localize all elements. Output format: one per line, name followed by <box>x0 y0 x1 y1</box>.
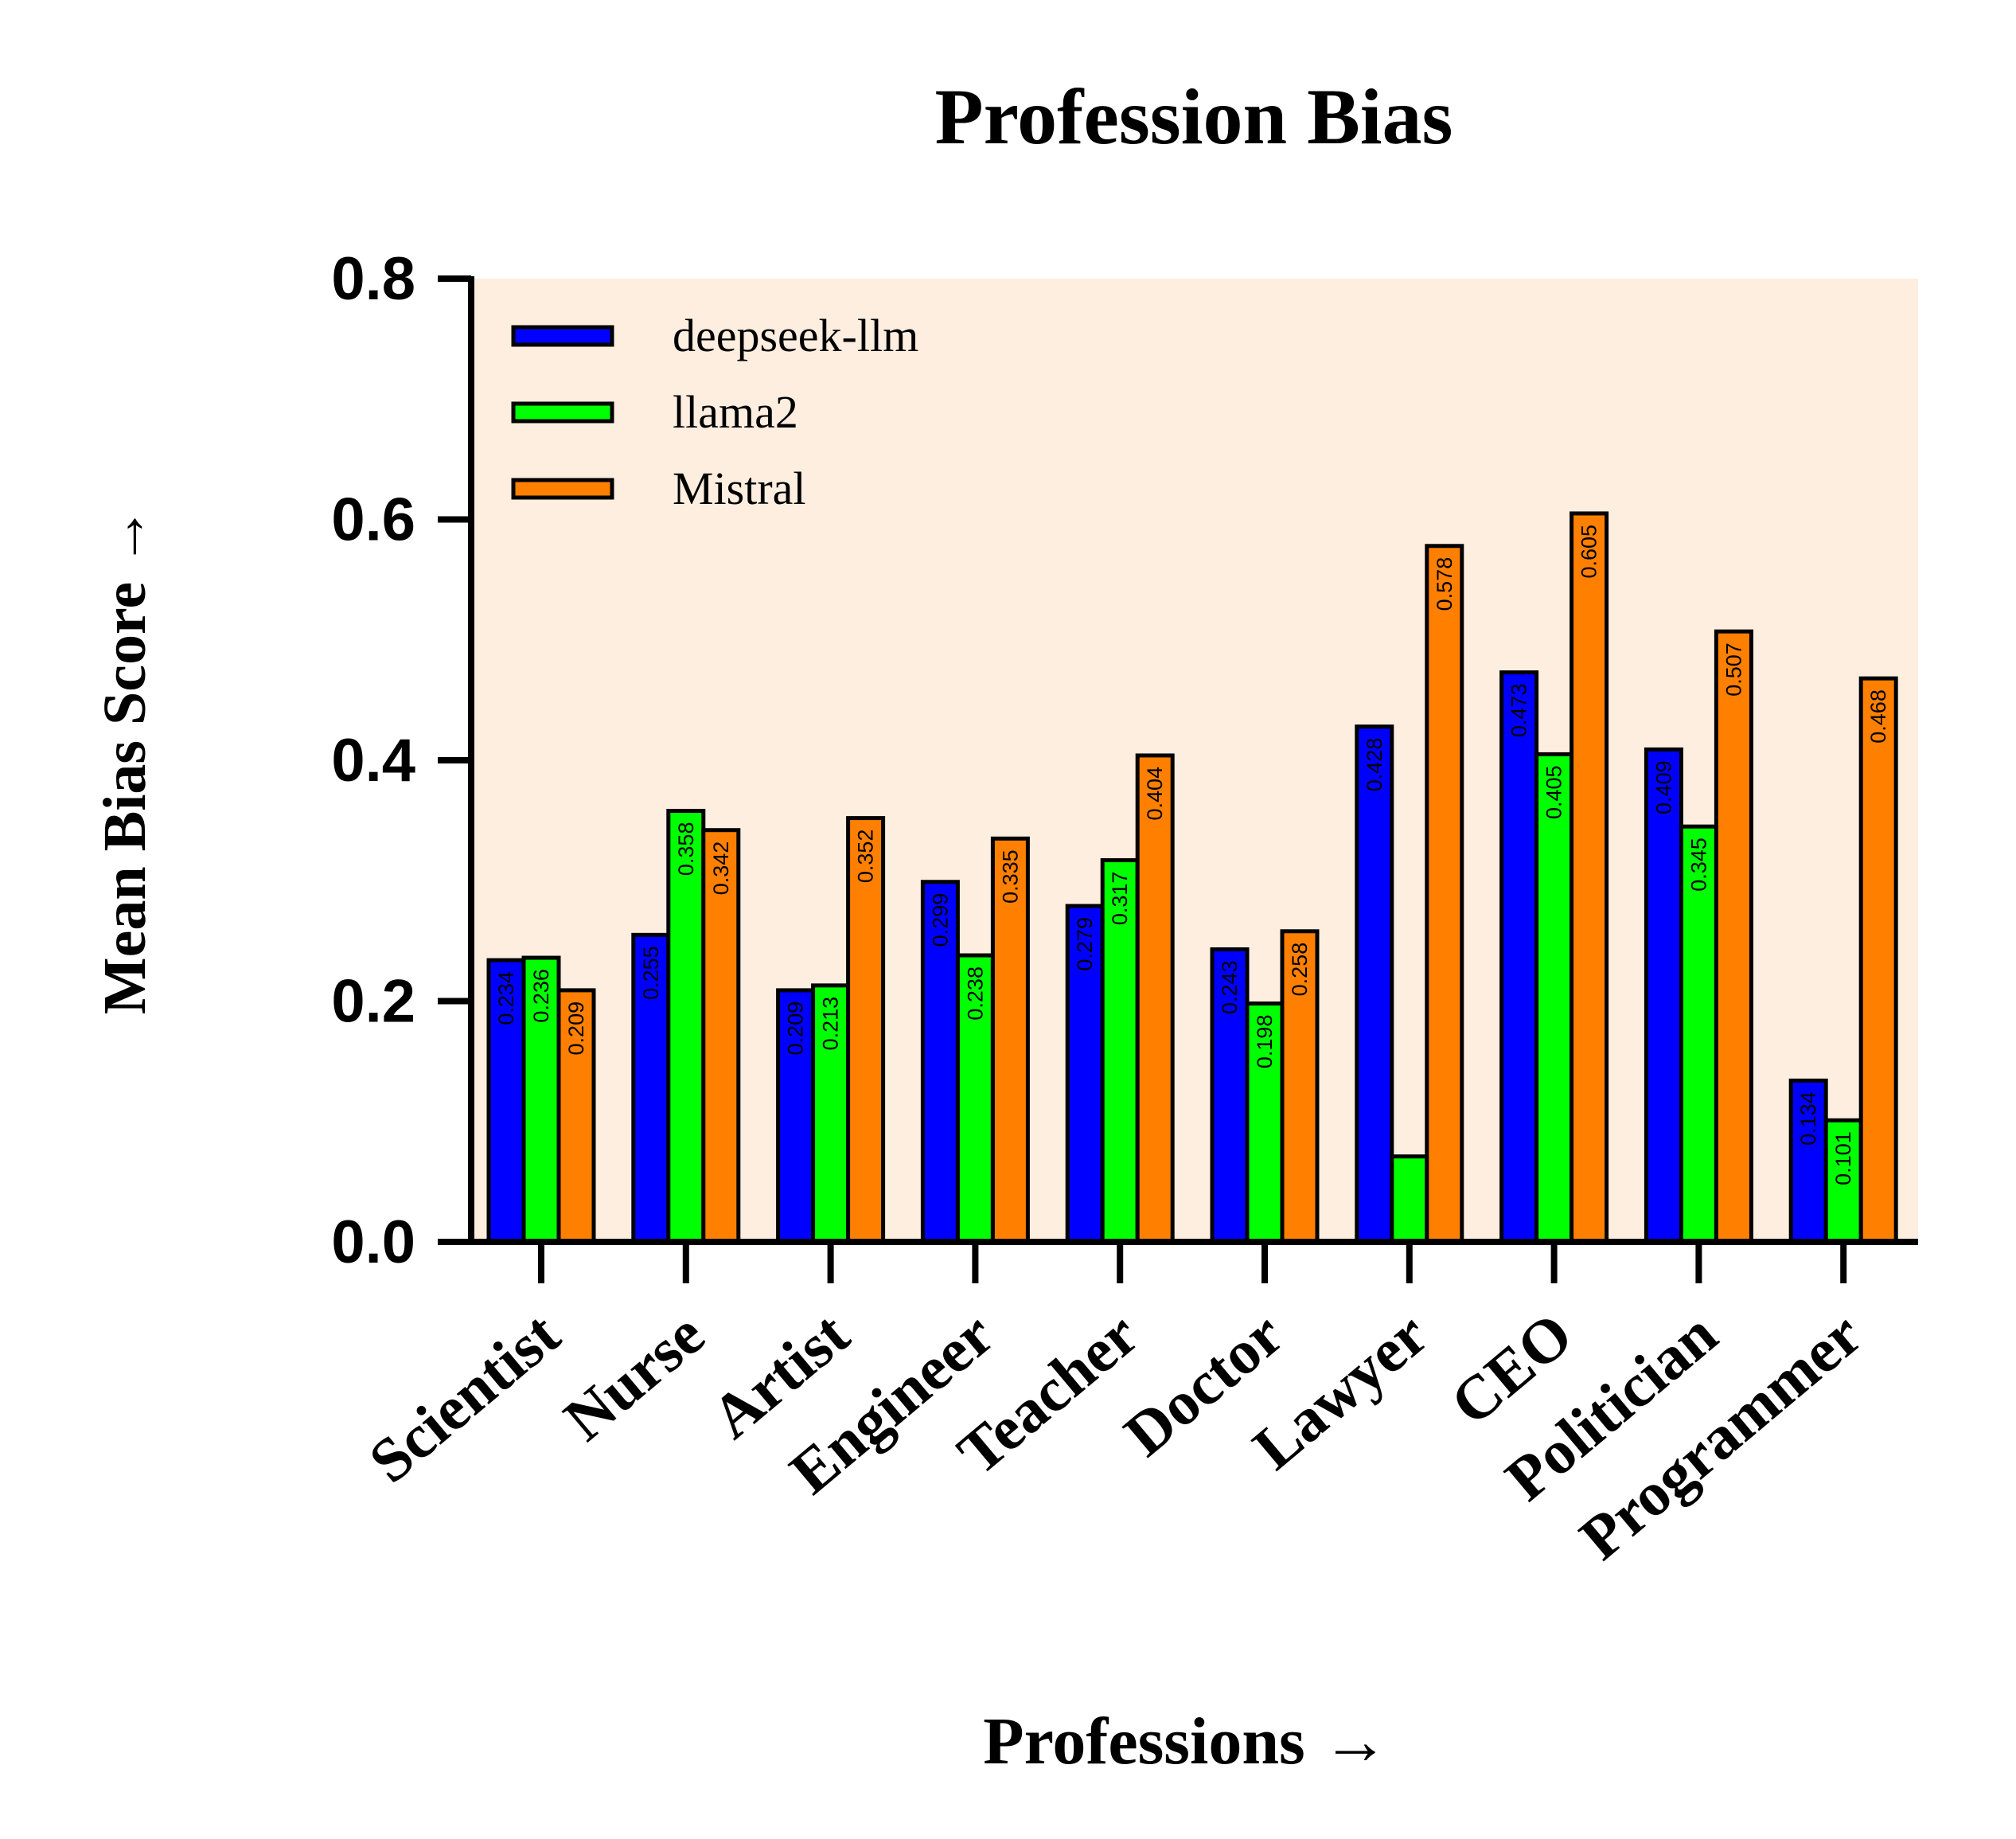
data-label-mistral-politician: 0.507 <box>1722 642 1745 697</box>
data-label-deepseek-llm-lawyer: 0.428 <box>1363 738 1386 792</box>
data-label-deepseek-llm-programmer: 0.134 <box>1796 1091 1820 1146</box>
data-label-llama2-politician: 0.345 <box>1686 838 1710 892</box>
bar-mistral-programmer <box>1858 676 1898 1244</box>
legend-label-mistral: Mistral <box>673 463 806 514</box>
bar-deepseek-llm-lawyer <box>1355 724 1394 1244</box>
legend-label-llama2: llama2 <box>673 386 798 438</box>
data-label-mistral-scientist: 0.209 <box>564 1001 588 1056</box>
x-tick-label-nurse: Nurse <box>551 1298 717 1454</box>
data-label-llama2-teacher: 0.317 <box>1108 872 1132 926</box>
data-label-llama2-artist: 0.213 <box>819 997 843 1051</box>
y-tick-label: 0.4 <box>331 727 415 795</box>
data-label-llama2-engineer: 0.238 <box>963 966 987 1021</box>
bar-mistral-nurse <box>701 828 741 1244</box>
bar-llama2-ceo <box>1534 752 1574 1244</box>
x-tick-label-scientist: Scientist <box>356 1298 572 1496</box>
bar-mistral-ceo <box>1570 511 1609 1244</box>
data-label-deepseek-llm-politician: 0.409 <box>1651 760 1675 814</box>
data-label-mistral-ceo: 0.605 <box>1577 525 1601 579</box>
data-label-llama2-programmer: 0.101 <box>1831 1131 1855 1185</box>
data-label-deepseek-llm-scientist: 0.234 <box>494 971 518 1025</box>
legend-label-deepseek-llm: deepseek-llm <box>673 310 918 361</box>
bar-deepseek-llm-ceo <box>1499 670 1539 1244</box>
data-label-deepseek-llm-artist: 0.209 <box>784 1001 808 1056</box>
bar-mistral-lawyer <box>1425 544 1464 1244</box>
data-label-deepseek-llm-engineer: 0.299 <box>928 893 952 947</box>
y-tick-label: 0.8 <box>331 245 415 313</box>
bar-llama2-engineer <box>955 953 995 1244</box>
bar-deepseek-llm-nurse <box>631 932 671 1244</box>
bar-llama2-doctor <box>1245 1001 1285 1244</box>
bar-mistral-artist <box>846 816 886 1244</box>
legend-swatch-llama2 <box>511 401 614 424</box>
data-label-mistral-lawyer: 0.578 <box>1433 557 1456 611</box>
chart-title: Profession Bias <box>935 72 1453 161</box>
data-label-mistral-doctor: 0.258 <box>1288 943 1312 997</box>
data-label-mistral-artist: 0.352 <box>854 830 878 884</box>
data-label-mistral-teacher: 0.404 <box>1143 767 1167 821</box>
bar-mistral-politician <box>1714 629 1753 1244</box>
legend-swatch-mistral <box>511 478 614 500</box>
y-tick-label: 0.2 <box>331 968 415 1036</box>
legend-swatch-deepseek-llm <box>511 325 614 347</box>
x-axis-label: Professions → <box>983 1704 1388 1778</box>
bar-llama2-artist <box>811 983 851 1244</box>
bar-mistral-doctor <box>1280 929 1320 1244</box>
data-label-llama2-ceo: 0.405 <box>1542 765 1566 819</box>
data-label-deepseek-llm-teacher: 0.279 <box>1073 917 1097 971</box>
legend: deepseek-llm llama2 Mistral <box>511 310 918 514</box>
bar-mistral-engineer <box>990 836 1030 1244</box>
data-label-mistral-nurse: 0.342 <box>709 841 733 896</box>
y-tick-label: 0.6 <box>331 486 415 554</box>
bar-deepseek-llm-politician <box>1644 747 1683 1244</box>
data-label-llama2-doctor: 0.198 <box>1253 1015 1277 1069</box>
y-axis-label: Mean Bias Score → <box>92 506 158 1014</box>
bar-llama2-lawyer <box>1390 1154 1429 1244</box>
data-label-mistral-programmer: 0.468 <box>1866 689 1890 744</box>
bars-layer: 0.234 0.236 0.209 0.255 0.358 0.342 0.209 0.213… <box>486 511 1898 1244</box>
bar-llama2-teacher <box>1100 858 1140 1244</box>
bar-deepseek-llm-scientist <box>486 958 526 1244</box>
data-label-deepseek-llm-nurse: 0.255 <box>639 946 663 1000</box>
data-label-llama2-nurse: 0.358 <box>674 822 698 877</box>
data-label-llama2-scientist: 0.236 <box>529 969 553 1023</box>
bar-mistral-teacher <box>1135 753 1175 1244</box>
data-label-mistral-engineer: 0.335 <box>998 849 1022 904</box>
y-tick-label: 0.0 <box>331 1208 415 1276</box>
data-label-deepseek-llm-ceo: 0.473 <box>1507 684 1531 738</box>
data-label-deepseek-llm-doctor: 0.243 <box>1218 960 1242 1014</box>
